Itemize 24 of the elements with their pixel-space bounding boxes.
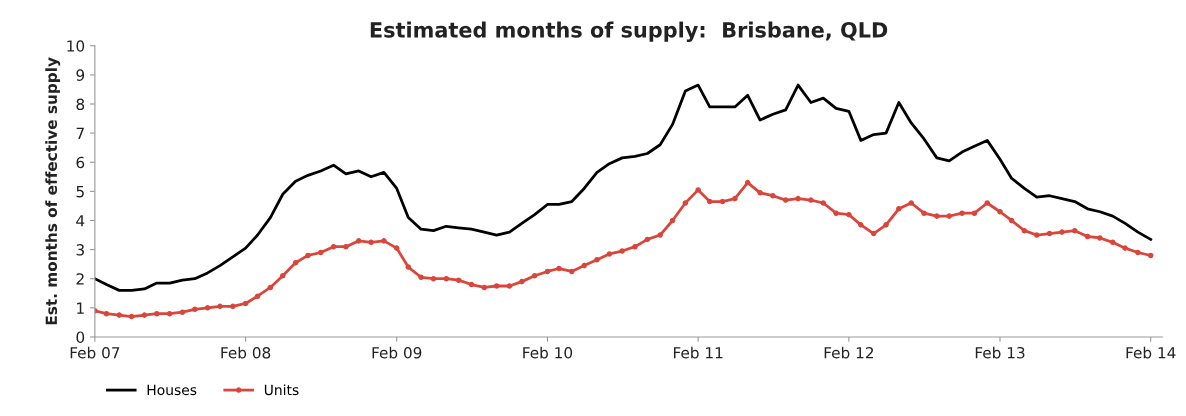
y-tick-label: 2: [76, 273, 84, 285]
x-tick-label: Feb 11: [673, 346, 723, 359]
chart-title: Estimated months of supply: Brisbane, QLD: [370, 21, 888, 42]
x-tick-label: Feb 12: [824, 346, 874, 359]
legend-label: Units: [264, 384, 299, 396]
x-tick-label: Feb 09: [372, 346, 422, 359]
y-tick-label: 6: [76, 156, 85, 169]
y-tick-label: 5: [76, 186, 84, 198]
x-tick-label: Feb 07: [70, 346, 120, 359]
y-tick-label: 7: [76, 127, 84, 139]
legend-label: Houses: [147, 384, 197, 396]
x-tick-label: Feb 13: [975, 346, 1025, 359]
y-tick-label: 0: [76, 331, 85, 343]
y-tick-label: 10: [67, 40, 85, 52]
y-tick-label: 9: [76, 69, 85, 81]
x-tick-label: Feb 10: [523, 346, 573, 359]
y-tick-label: 4: [76, 215, 85, 227]
x-tick-label: Feb 14: [1126, 346, 1176, 359]
x-tick-label: Feb 08: [221, 346, 271, 359]
y-tick-label: 8: [76, 98, 85, 111]
y-tick-label: 3: [76, 244, 84, 256]
y-axis-title: Est. months of effective supply: [45, 57, 61, 325]
line-series: [94, 83, 1153, 292]
y-tick-label: 1: [77, 302, 84, 314]
